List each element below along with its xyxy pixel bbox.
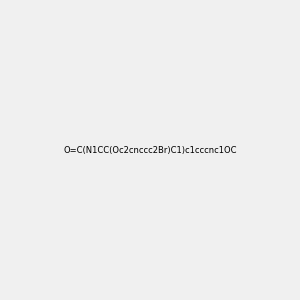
Text: O=C(N1CC(Oc2cnccc2Br)C1)c1cccnc1OC: O=C(N1CC(Oc2cnccc2Br)C1)c1cccnc1OC: [63, 146, 237, 154]
